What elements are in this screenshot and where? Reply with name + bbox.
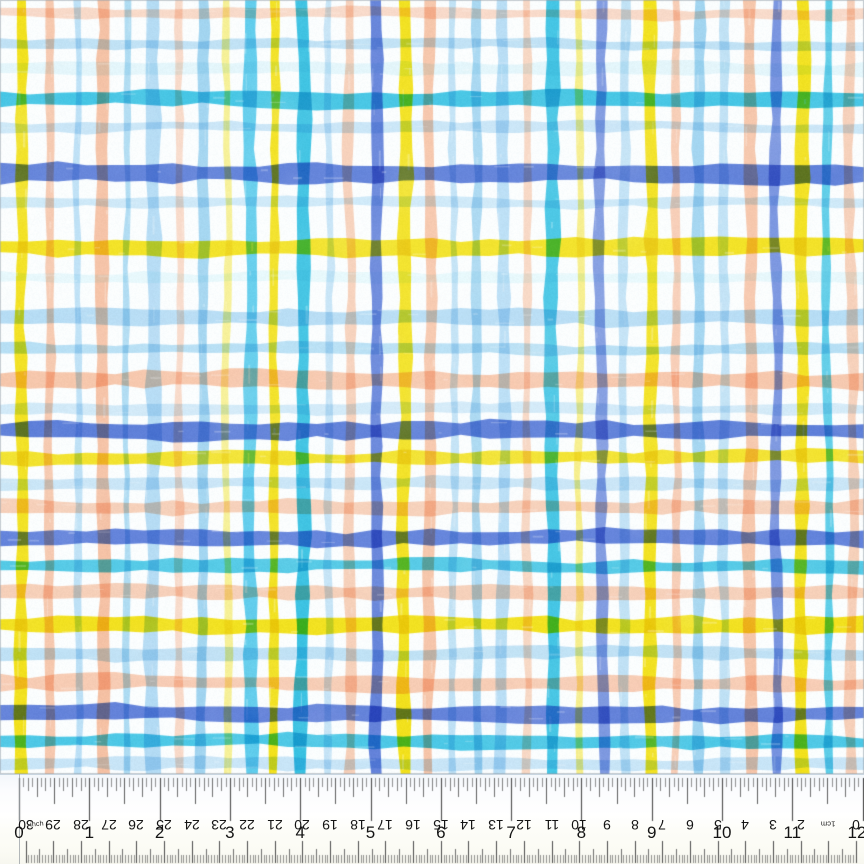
ruler-cm-label-26: 26 [128, 817, 145, 833]
fabric-swatch [0, 0, 864, 774]
fabric-pattern-canvas [0, 0, 864, 774]
ruler-cm-label-29: 29 [45, 817, 62, 833]
ruler-inch-label-3: 3 [225, 823, 235, 842]
ruler-inch-label-6: 6 [436, 823, 446, 842]
ruler-cm-label-13: 13 [488, 817, 504, 833]
ruler-cm-label-21: 21 [266, 817, 283, 833]
ruler-cm-unit-label: 1cm [820, 819, 836, 829]
ruler-inch-label-11: 11 [783, 823, 802, 842]
ruler-cm-label-19: 19 [322, 817, 338, 833]
ruler-cm-label-23: 23 [211, 817, 228, 833]
ruler-inch-label-8: 8 [576, 823, 587, 842]
ruler-inch-label-9: 9 [646, 823, 657, 842]
ruler-cm-label-9: 9 [602, 817, 611, 833]
ruler-inch-label-5: 5 [365, 823, 376, 842]
ruler-cm-label-20: 20 [294, 817, 311, 833]
ruler-ticks-canvas [0, 774, 864, 864]
ruler-cm-label-30: 30 [17, 817, 34, 833]
ruler-cm-label-2: 2 [796, 817, 805, 833]
ruler-cm-label-8: 8 [630, 817, 639, 833]
ruler-cm-label-24: 24 [183, 817, 200, 833]
ruler-cm-label-16: 16 [405, 817, 421, 833]
ruler-inch-label-10: 10 [712, 823, 732, 842]
ruler-cm-label-18: 18 [349, 817, 366, 833]
ruler-cm-label-6: 6 [686, 817, 694, 833]
ruler-cm-label-25: 25 [156, 817, 172, 833]
ruler-cm-label-17: 17 [377, 817, 394, 833]
ruler-inch-label-1: 1 [84, 823, 95, 842]
ruler-inch-label-0: 0 [14, 823, 24, 842]
ruler-cm-label-7: 7 [658, 817, 667, 833]
ruler-cm-label-4: 4 [741, 817, 750, 833]
ruler-cm-label-22: 22 [239, 817, 255, 833]
ruler-inch-label-4: 4 [295, 823, 305, 842]
ruler-cm-label-27: 27 [100, 817, 117, 833]
ruler-cm-label-10: 10 [571, 817, 587, 833]
ruler-cm-label-3: 3 [769, 817, 777, 833]
ruler-inch-label-2: 2 [154, 823, 165, 842]
ruler-cm-label-14: 14 [460, 817, 477, 833]
ruler-cm-label-12: 12 [516, 817, 532, 833]
ruler-origin-line [19, 774, 20, 864]
ruler-cm-label-28: 28 [73, 817, 89, 833]
ruler-cm-label-5: 5 [713, 817, 722, 833]
ruler-cm-label-11: 11 [544, 817, 559, 833]
ruler: 0 1 2 3 4 5 6 7 8 9 10 11 12 inch 0 2 3 4 5 6 7 8 9 10 11 12 13 14… [0, 774, 864, 864]
ruler-inch-label-12: 12 [847, 823, 864, 842]
ruler-cm-label-15: 15 [433, 817, 449, 833]
ruler-inch-label-7: 7 [506, 823, 516, 842]
ruler-cm-label-0: 0 [852, 817, 860, 833]
